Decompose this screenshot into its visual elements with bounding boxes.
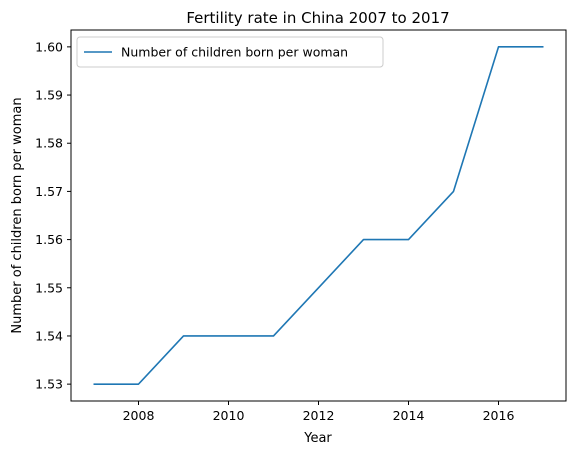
x-tick-label: 2012	[303, 408, 335, 423]
y-axis-label: Number of children born per woman	[10, 97, 25, 333]
x-axis-label: Year	[303, 431, 332, 446]
legend-box	[76, 36, 384, 68]
legend-label: Number of children born per woman	[121, 45, 348, 60]
y-axis-ticks: 1.53 1.54 1.55 1.56 1.57 1.58 1.59 1.60	[35, 39, 71, 392]
legend: Number of children born per woman	[76, 36, 384, 68]
y-tick-label: 1.60	[35, 39, 63, 54]
y-tick-label: 1.56	[35, 232, 63, 247]
x-tick-label: 2014	[393, 408, 425, 423]
y-tick-label: 1.57	[35, 184, 63, 199]
y-tick-label: 1.59	[35, 88, 63, 103]
x-tick-label: 2008	[123, 408, 155, 423]
y-tick-label: 1.53	[35, 377, 63, 392]
plot-area-frame	[70, 29, 567, 402]
chart-title: Fertility rate in China 2007 to 2017	[186, 9, 449, 27]
y-tick-label: 1.55	[35, 280, 63, 295]
y-tick-label: 1.58	[35, 136, 63, 151]
x-tick-label: 2010	[213, 408, 245, 423]
x-axis-ticks: 2008 2010 2012 2014 2016	[123, 401, 515, 423]
x-tick-label: 2016	[483, 408, 515, 423]
y-tick-label: 1.54	[35, 328, 63, 343]
series-line-children-per-woman	[93, 46, 544, 385]
